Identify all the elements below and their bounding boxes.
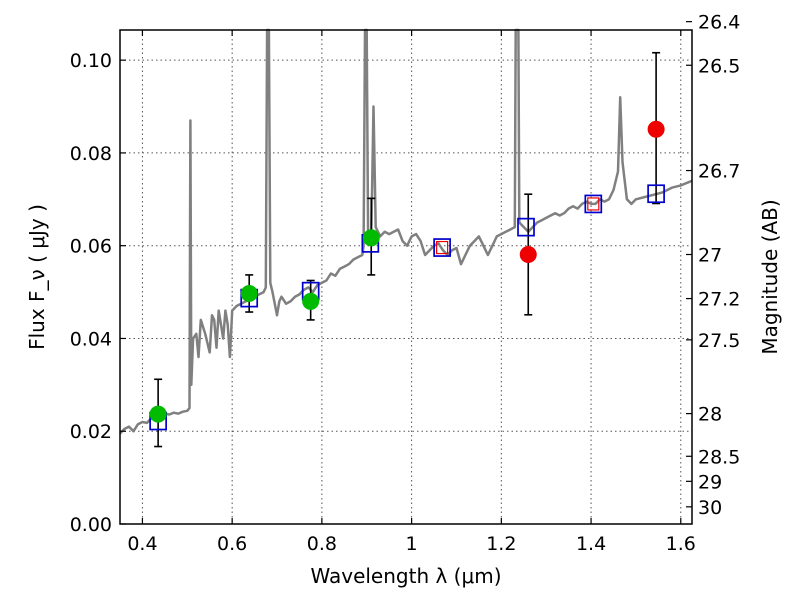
magnitude-tick-label: 29 (698, 471, 722, 493)
model-square (584, 194, 603, 214)
detection-point (240, 284, 258, 302)
y-tick-label: 0.00 (70, 514, 112, 536)
detection-point (362, 229, 380, 247)
magnitude-tick-label: 30 (698, 497, 722, 519)
x-tick-label: 0.6 (217, 533, 247, 555)
y-axis-label: Flux F_ν ( μJy ) (25, 204, 49, 350)
model-square (647, 184, 665, 204)
plot-area (120, 30, 692, 524)
x-tick-label: 0.8 (307, 533, 337, 555)
y-tick-label: 0.10 (70, 50, 112, 72)
y-axis-ticks: 0.00 0.02 0.04 0.06 0.08 0.10 (70, 50, 126, 536)
x-tick-label: 1.4 (576, 533, 606, 555)
x-tick-label: 1.2 (486, 533, 516, 555)
magnitude-tick-label: 27.2 (698, 289, 740, 311)
magnitude-tick-label: 27.5 (698, 330, 740, 352)
detection-point (302, 292, 320, 310)
model-points (149, 184, 665, 431)
y-tick-label: 0.08 (70, 143, 112, 165)
model-square-inner (587, 197, 600, 211)
error-bars (154, 51, 661, 448)
x-tick-label: 0.4 (127, 533, 157, 555)
red-point (647, 120, 665, 138)
magnitude-tick-label: 27 (698, 245, 722, 267)
magnitude-tick-label: 28.5 (698, 446, 740, 468)
model-square-inner (436, 240, 449, 255)
y-tick-label: 0.04 (70, 328, 112, 350)
magnitude-axis-label: Magnitude (AB) (758, 199, 782, 354)
y-tick-label: 0.06 (70, 236, 112, 258)
x-axis-label: Wavelength λ (μm) (310, 564, 501, 588)
red-point (519, 246, 537, 264)
magnitude-tick-label: 26.4 (698, 12, 740, 34)
magnitude-tick-label: 26.5 (698, 55, 740, 77)
magnitude-axis-ticks: 26.4 26.5 26.7 27 27.2 27.5 28 28.5 29 30 (686, 12, 740, 519)
magnitude-tick-label: 28 (698, 404, 722, 426)
x-tick-label: 1 (406, 533, 418, 555)
model-square (433, 238, 451, 257)
plot-frame (119, 29, 693, 525)
detection-point (149, 405, 167, 423)
x-axis-ticks: 0.4 0.6 0.8 1 1.2 1.4 1.6 (127, 30, 696, 555)
model-square (517, 217, 535, 237)
data-points (149, 120, 665, 423)
magnitude-tick-label: 26.7 (698, 161, 740, 183)
x-tick-label: 1.6 (666, 533, 696, 555)
y-tick-label: 0.02 (70, 421, 112, 443)
